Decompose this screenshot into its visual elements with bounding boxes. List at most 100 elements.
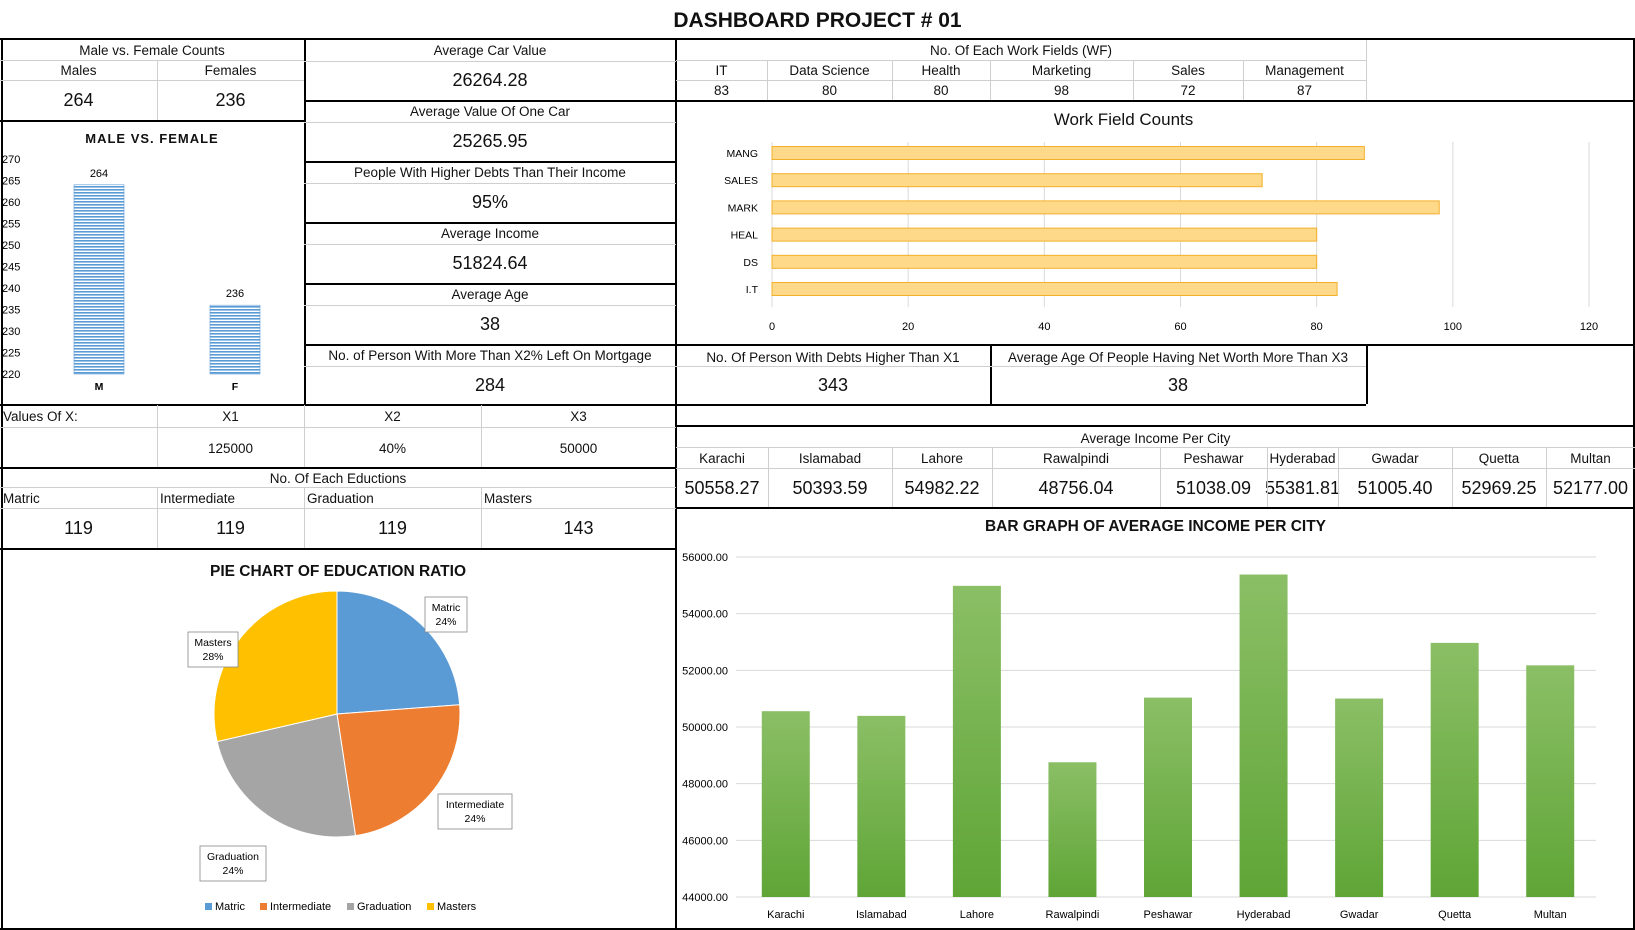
gender-category-label: F bbox=[232, 381, 239, 393]
city-value: 51038.09 bbox=[1175, 477, 1252, 498]
h-line bbox=[676, 60, 1366, 61]
city-y-tick: 44000.00 bbox=[682, 892, 728, 904]
city-category-label: Lahore bbox=[960, 909, 994, 921]
kpi-label: Average Car Value bbox=[433, 43, 547, 58]
pie-chart-title: PIE CHART OF EDUCATION RATIO bbox=[209, 563, 467, 580]
city-label: Rawalpindi bbox=[1042, 450, 1110, 466]
h-line bbox=[304, 122, 676, 123]
work-field-value: 83 bbox=[713, 82, 730, 98]
work-field-label: Management bbox=[1265, 62, 1344, 78]
pie-legend-swatch bbox=[427, 903, 434, 910]
h-line bbox=[676, 404, 1366, 406]
pie-label-name: Matric bbox=[432, 602, 461, 614]
pie-label-box bbox=[437, 793, 513, 830]
h-line bbox=[676, 507, 1635, 509]
gender-y-tick: 255 bbox=[2, 219, 20, 231]
city-y-tick: 46000.00 bbox=[682, 835, 728, 847]
debts-x1-value: 343 bbox=[817, 374, 849, 395]
city-y-tick: 48000.00 bbox=[682, 779, 728, 791]
pie-label-name: Intermediate bbox=[446, 799, 505, 811]
kpi-value: 95% bbox=[471, 192, 509, 212]
city-label: Multan bbox=[1570, 450, 1611, 466]
gender-category-label: M bbox=[95, 381, 104, 393]
debts-x1-label: No. Of Person With Debts Higher Than X1 bbox=[706, 349, 960, 365]
city-label: Quetta bbox=[1478, 450, 1520, 466]
h-line bbox=[304, 222, 676, 224]
work-field-chart-title: Work Field Counts bbox=[1053, 110, 1194, 129]
v-line bbox=[157, 488, 158, 548]
females-count: 236 bbox=[215, 89, 246, 110]
v-line bbox=[768, 448, 769, 507]
city-category-label: Hyderabad bbox=[1237, 909, 1291, 921]
kpi-label: No. of Person With More Than X2% Left On… bbox=[328, 348, 652, 363]
h-line bbox=[0, 487, 676, 488]
gender-bar bbox=[73, 184, 125, 375]
work-field-label: Marketing bbox=[1031, 62, 1092, 78]
work-field-x-tick: 20 bbox=[902, 321, 914, 333]
work-field-category-label: I.T bbox=[746, 284, 759, 296]
pie-legend-swatch bbox=[260, 903, 267, 910]
city-value: 50393.59 bbox=[792, 477, 868, 498]
v-line bbox=[1452, 448, 1453, 507]
city-label: Lahore bbox=[920, 450, 964, 466]
gender-y-tick: 225 bbox=[2, 348, 20, 360]
city-label: Gwadar bbox=[1371, 450, 1419, 466]
h-line bbox=[676, 80, 1366, 81]
h-line bbox=[0, 120, 304, 122]
city-category-label: Karachi bbox=[767, 909, 804, 921]
h-line bbox=[0, 427, 676, 428]
pie-legend-swatch bbox=[347, 903, 354, 910]
city-y-tick: 52000.00 bbox=[682, 665, 728, 677]
education-label: Intermediate bbox=[160, 490, 236, 506]
h-line bbox=[676, 447, 1635, 448]
v-line bbox=[990, 344, 992, 404]
work-field-bar bbox=[771, 200, 1440, 215]
city-y-tick: 54000.00 bbox=[682, 609, 728, 621]
city-category-label: Islamabad bbox=[856, 909, 907, 921]
education-value: 143 bbox=[563, 517, 594, 538]
v-line bbox=[767, 60, 768, 100]
work-field-category-label: MANG bbox=[727, 148, 759, 160]
city-bar bbox=[1048, 762, 1097, 897]
education-label: Matric bbox=[3, 490, 40, 506]
gender-bar-chart: 270 265 260 255 250 245 240 235 230 225 220 264 M 23… bbox=[2, 154, 261, 393]
v-line bbox=[157, 405, 158, 467]
kpi-label: Average Income bbox=[440, 226, 540, 241]
females-label: Females bbox=[204, 62, 257, 78]
work-field-label: IT bbox=[715, 62, 728, 78]
h-line bbox=[304, 161, 676, 163]
city-category-label: Peshawar bbox=[1144, 909, 1193, 921]
v-line bbox=[892, 60, 893, 100]
v-line bbox=[990, 60, 991, 100]
pie-label-name: Masters bbox=[194, 637, 231, 649]
pie-label-box bbox=[424, 596, 468, 633]
work-field-category-label: HEAL bbox=[731, 230, 759, 242]
city-value: 54982.22 bbox=[904, 477, 980, 498]
h-line bbox=[304, 344, 676, 346]
v-line bbox=[1338, 448, 1339, 507]
h-line bbox=[0, 928, 1635, 930]
city-y-tick: 56000.00 bbox=[682, 552, 728, 564]
v-line bbox=[892, 448, 893, 507]
city-bar bbox=[857, 715, 906, 897]
h-line bbox=[304, 183, 676, 184]
work-field-category-label: SALES bbox=[724, 175, 758, 187]
education-label: Masters bbox=[484, 490, 533, 506]
v-line bbox=[304, 488, 305, 548]
gender-chart-title: MALE VS. FEMALE bbox=[85, 131, 219, 146]
v-line bbox=[481, 405, 482, 467]
gender-y-tick: 235 bbox=[2, 305, 20, 317]
x-value: 40% bbox=[378, 440, 407, 456]
city-label: Islamabad bbox=[798, 450, 862, 466]
h-line bbox=[0, 80, 304, 81]
gender-y-tick: 245 bbox=[2, 262, 20, 274]
pie-slice bbox=[213, 590, 338, 743]
city-bar bbox=[952, 585, 1001, 897]
v-line bbox=[1366, 344, 1368, 404]
work-field-x-tick: 40 bbox=[1038, 321, 1050, 333]
v-line bbox=[304, 405, 305, 467]
pie-data-labels: Matric 24% Intermediate 24% Graduation 24% Mas… bbox=[187, 596, 513, 882]
h-line bbox=[304, 283, 676, 285]
v-line bbox=[675, 40, 677, 930]
city-bar bbox=[1430, 642, 1479, 897]
